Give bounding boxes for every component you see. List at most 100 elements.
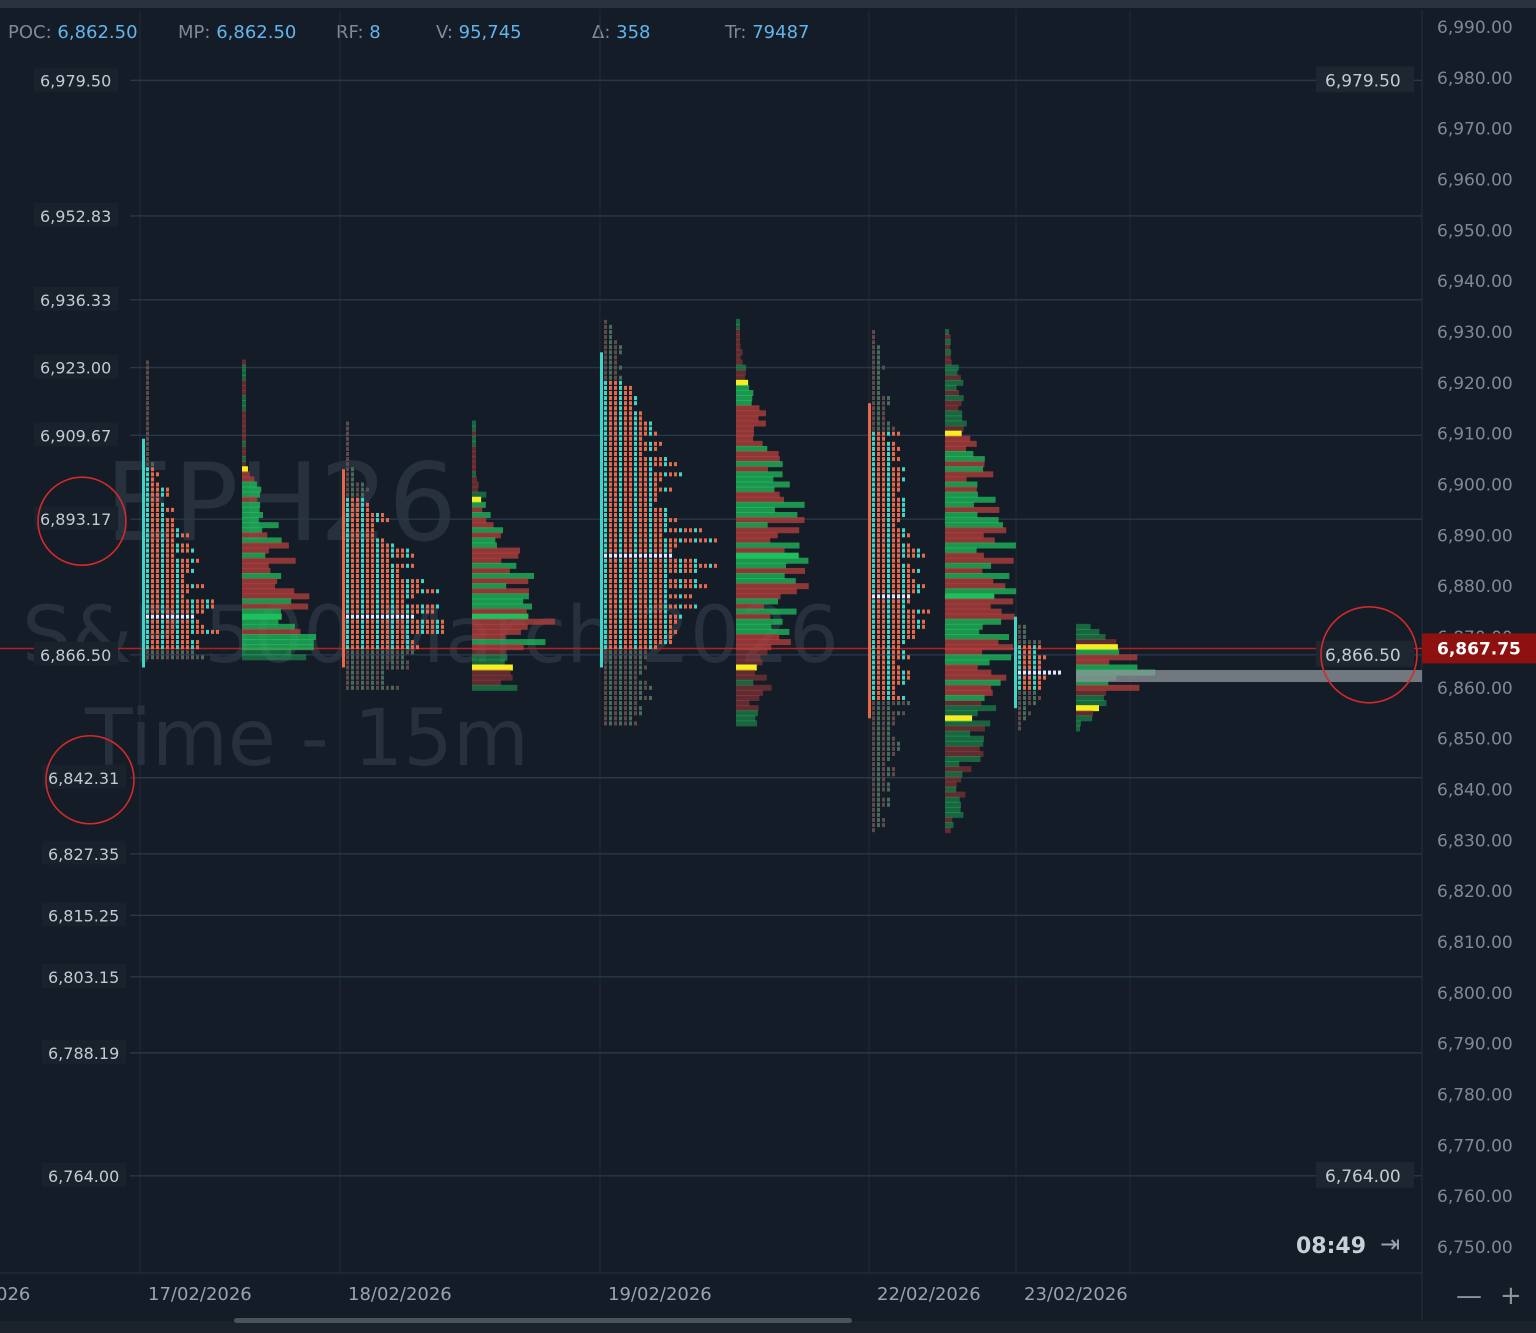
tpo-mark <box>877 431 880 436</box>
volume-bar <box>736 562 787 569</box>
arrow-to-end-icon[interactable]: ⇥ <box>1380 1230 1401 1258</box>
tpo-mark <box>411 640 414 645</box>
tpo-mark <box>639 497 642 502</box>
tpo-mark <box>902 696 905 700</box>
tpo-mark <box>426 609 429 614</box>
tpo-mark <box>912 579 915 584</box>
tpo-mark <box>1018 629 1021 634</box>
tpo-mark <box>366 518 369 523</box>
horizontal-scrollbar[interactable] <box>0 1321 1536 1333</box>
zoom-out-button[interactable]: — <box>1456 1281 1482 1311</box>
tpo-mark <box>689 558 692 563</box>
volume-bar <box>945 715 973 722</box>
tpo-mark <box>171 558 174 563</box>
volume-bar <box>472 593 529 600</box>
tpo-mark <box>892 452 895 456</box>
tpo-mark <box>361 614 364 619</box>
tpo-mark <box>391 553 394 558</box>
volume-bar <box>736 461 783 468</box>
tpo-mark <box>907 568 910 573</box>
tpo-mark <box>892 736 895 741</box>
tpo-mark <box>872 553 875 558</box>
tpo-mark <box>639 670 642 675</box>
tpo-mark <box>624 518 627 523</box>
tpo-mark <box>376 518 379 523</box>
tpo-mark <box>1028 660 1031 665</box>
tpo-mark <box>709 538 712 543</box>
tpo-mark <box>371 548 374 553</box>
tpo-mark <box>649 421 652 426</box>
tpo-mark <box>634 640 637 645</box>
tpo-mark <box>619 609 622 614</box>
tpo-mark <box>664 574 667 578</box>
tpo-mark <box>604 518 607 523</box>
tpo-mark <box>634 701 637 706</box>
tpo-mark <box>401 619 404 624</box>
volume-bar <box>736 674 767 681</box>
tpo-mark <box>912 553 915 558</box>
tpo-mark <box>614 426 617 431</box>
tpo-mark <box>151 472 154 477</box>
tpo-mark <box>166 538 169 543</box>
tpo-mark <box>366 685 369 690</box>
tpo-mark <box>887 609 890 614</box>
tpo-mark <box>644 467 647 472</box>
zoom-in-button[interactable]: + <box>1500 1281 1522 1311</box>
tpo-mark <box>877 446 880 451</box>
tpo-mark <box>151 528 154 533</box>
tpo-mark <box>186 599 189 604</box>
volume-bar <box>945 674 1007 681</box>
volume-bar <box>472 440 476 447</box>
tpo-mark <box>882 579 885 584</box>
volume-bar <box>1076 649 1120 656</box>
tpo-mark <box>877 396 880 401</box>
tpo-mark <box>166 629 169 634</box>
tpo-mark <box>181 619 184 624</box>
level-label: 6,952.83 <box>40 207 111 226</box>
volume-bar <box>1076 623 1091 630</box>
tpo-mark <box>604 492 607 497</box>
tpo-mark <box>1048 670 1051 675</box>
tpo-mark <box>614 462 617 467</box>
tpo-mark <box>171 563 174 568</box>
tpo-mark <box>694 528 697 533</box>
volume-bar <box>945 349 952 356</box>
tpo-mark <box>161 629 164 634</box>
tpo-mark <box>386 543 389 548</box>
tpo-mark <box>619 594 622 599</box>
tpo-mark <box>614 406 617 411</box>
tpo-mark <box>381 640 384 645</box>
tpo-mark <box>161 604 164 609</box>
level-label: 6,815.25 <box>48 906 119 925</box>
tpo-mark <box>872 568 875 573</box>
tpo-mark <box>629 421 632 426</box>
tpo-mark <box>166 599 169 604</box>
tpo-mark <box>629 513 632 517</box>
tpo-mark <box>181 548 184 553</box>
stat-mp: MP: 6,862.50 <box>178 22 296 43</box>
tpo-mark <box>882 538 885 543</box>
time-axis[interactable]: 026 17/02/2026 18/02/2026 19/02/2026 22/02/2… <box>0 1284 1128 1305</box>
tpo-mark <box>619 396 622 401</box>
tpo-mark <box>882 563 885 568</box>
level-label: 6,893.17 <box>40 510 111 529</box>
tpo-mark <box>371 553 374 558</box>
tpo-mark <box>892 741 895 746</box>
tpo-mark <box>156 553 159 558</box>
tpo-mark <box>166 528 169 533</box>
price-axis[interactable]: 6,990.006,980.006,970.006,960.006,950.00… <box>1422 18 1536 1258</box>
tpo-mark <box>146 650 149 655</box>
tpo-mark <box>872 421 875 426</box>
tpo-mark <box>396 619 399 624</box>
tpo-mark <box>426 624 429 629</box>
tpo-mark <box>872 538 875 543</box>
tpo-mark <box>619 680 622 685</box>
tpo-mark <box>609 558 612 563</box>
tpo-mark <box>882 680 885 685</box>
tpo-mark <box>609 528 612 533</box>
tpo-mark <box>872 604 875 609</box>
tpo-mark <box>186 533 189 538</box>
scrollbar-thumb[interactable] <box>234 1318 852 1323</box>
tpo-mark <box>386 584 389 589</box>
